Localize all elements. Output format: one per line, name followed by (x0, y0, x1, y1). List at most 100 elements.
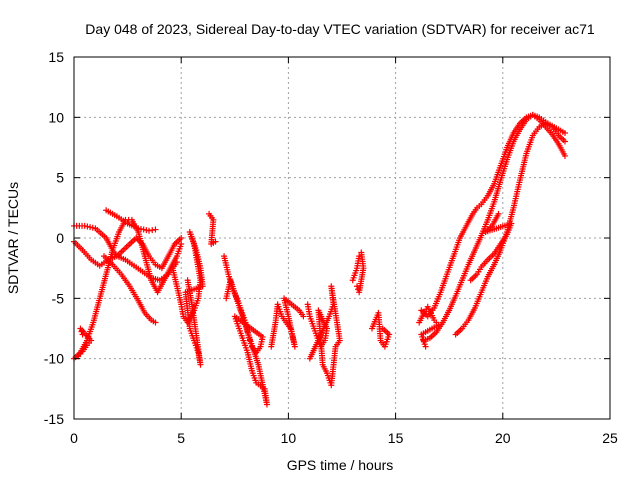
data-point-track-q (421, 341, 428, 348)
data-point-track-e (111, 212, 118, 219)
data-point-track-o (458, 279, 465, 286)
data-point-track-n (462, 224, 469, 231)
data-point-track-o (445, 309, 452, 316)
data-point-track-p (534, 126, 541, 133)
data-point-track-k (319, 359, 326, 366)
data-point-track-n (503, 146, 510, 153)
data-point-track-i (255, 363, 262, 370)
data-point-track-p (457, 327, 464, 334)
data-point-track-p (490, 263, 497, 270)
data-point-track-a (172, 255, 179, 262)
y-axis-label: SDTVAR / TECUs (5, 182, 21, 294)
data-point-track-o (509, 140, 516, 147)
x-tick-label: 20 (495, 430, 511, 446)
data-point-track-e (149, 227, 156, 234)
y-tick-label: -10 (44, 351, 64, 367)
data-point-track-d (150, 318, 157, 325)
chart-title: Day 048 of 2023, Sidereal Day-to-day VTE… (85, 21, 595, 37)
data-point-track-b (156, 263, 163, 270)
data-point-track-d (146, 315, 153, 322)
data-point-track-g (177, 299, 184, 306)
data-marks (71, 111, 568, 408)
data-point-track-c (154, 276, 161, 283)
data-point-track-o (483, 219, 490, 226)
data-point-track-b (87, 224, 94, 231)
data-point-track-m (381, 327, 388, 334)
data-point-track-p (546, 122, 553, 129)
data-point-track-n (496, 164, 503, 171)
data-point-track-i (248, 365, 255, 372)
data-point-track-f (77, 350, 84, 357)
data-point-track-a (89, 321, 96, 328)
data-point-track-j (281, 297, 288, 304)
data-point-track-o (471, 249, 478, 256)
data-point-track-n (472, 206, 479, 213)
data-point-track-i (224, 268, 231, 275)
data-point-track-n (449, 255, 456, 262)
data-point-track-o (560, 150, 567, 157)
x-tick-label: 10 (281, 430, 297, 446)
data-point-track-r (483, 258, 490, 265)
data-point-track-o (522, 118, 529, 125)
data-point-track-m (377, 335, 384, 342)
data-point-track-o (464, 263, 471, 270)
data-point-track-p (529, 134, 536, 141)
data-point-track-e (133, 224, 140, 231)
data-point-track-e (143, 227, 150, 234)
data-point-track-o (515, 128, 522, 135)
y-tick-label: -5 (52, 290, 65, 306)
data-point-track-e (122, 219, 129, 226)
data-point-track-d (125, 281, 132, 288)
data-point-track-f (86, 339, 93, 346)
data-point-track-g (192, 244, 199, 251)
data-point-track-d (116, 269, 123, 276)
data-point-track-p (509, 207, 516, 214)
data-point-track-l (355, 286, 362, 293)
data-point-track-g (196, 262, 203, 269)
data-point-track-o (477, 234, 484, 241)
y-tick-label: 10 (48, 109, 64, 125)
data-point-track-o (497, 179, 504, 186)
data-point-track-f (78, 328, 85, 335)
data-point-track-n (456, 237, 463, 244)
data-point-track-p (483, 275, 490, 282)
data-point-track-a (159, 279, 166, 286)
data-point-track-o (534, 115, 541, 122)
data-point-track-i (223, 293, 230, 300)
data-point-track-n (468, 212, 475, 219)
data-point-track-a (96, 297, 103, 304)
data-point-track-m (385, 333, 392, 340)
x-tick-label: 5 (177, 430, 185, 446)
data-point-track-a (102, 273, 109, 280)
data-point-track-o (554, 138, 561, 145)
data-point-track-q (420, 330, 427, 337)
data-point-track-b (108, 245, 115, 252)
data-point-track-i (235, 323, 242, 330)
data-point-track-b (176, 236, 183, 243)
data-point-track-p (463, 319, 470, 326)
data-point-track-o (503, 158, 510, 165)
data-point-track-b (164, 255, 171, 262)
data-point-track-k (306, 311, 313, 318)
data-point-track-p (470, 306, 477, 313)
data-point-track-c (77, 245, 84, 252)
data-point-track-l (353, 267, 360, 274)
data-point-track-j (272, 321, 279, 328)
data-point-track-j (278, 311, 285, 318)
y-tick-label: -15 (44, 411, 64, 427)
data-point-track-g (186, 323, 193, 330)
data-point-track-b (138, 239, 144, 246)
data-point-track-n (423, 311, 430, 318)
data-point-track-i (239, 335, 246, 342)
data-point-track-r (496, 242, 503, 249)
data-point-track-n (553, 125, 560, 132)
data-point-track-g (185, 279, 192, 286)
data-point-track-k (335, 339, 342, 346)
data-point-track-b (150, 259, 157, 266)
data-point-track-o (431, 330, 438, 337)
data-point-track-p (553, 130, 560, 137)
data-point-track-b (79, 222, 86, 229)
data-point-track-g (173, 281, 180, 288)
data-point-track-b (118, 248, 125, 255)
data-point-track-q (430, 314, 437, 321)
